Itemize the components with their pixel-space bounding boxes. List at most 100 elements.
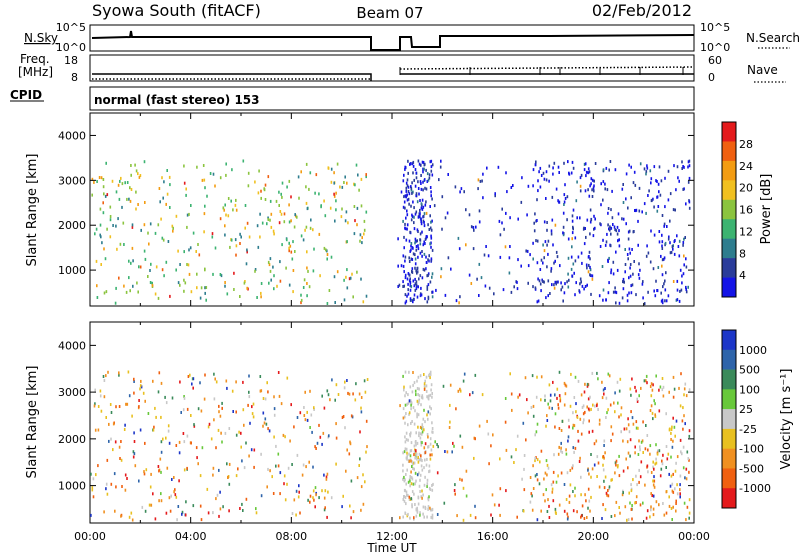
scatter-point [645,172,647,176]
scatter-point [556,387,559,391]
scatter-point [160,492,162,496]
scatter-point [306,418,309,422]
scatter-point [589,274,592,277]
scatter-point [212,272,214,276]
scatter-point [446,450,449,454]
scatter-point [406,223,409,227]
scatter-point [628,291,630,295]
scatter-point [125,402,127,406]
scatter-point [627,257,629,261]
scatter-point [681,452,683,456]
scatter-point [674,487,676,491]
scatter-point [108,422,110,426]
scatter-point [150,262,152,266]
scatter-point [536,261,539,265]
scatter-point [517,258,519,262]
scatter-point [131,223,134,227]
noise-left-label: N.Sky [24,31,58,45]
scatter-point [634,385,636,389]
scatter-point [611,189,613,193]
scatter-point [123,243,125,246]
scatter-point [404,415,406,419]
scatter-point [430,236,433,240]
scatter-point [649,409,652,412]
scatter-point [260,295,262,299]
scatter-point [211,235,214,239]
scatter-point [611,432,614,436]
colorbar-box [722,468,736,489]
scatter-point [273,395,275,399]
scatter-point [244,280,246,283]
scatter-point [181,510,184,514]
scatter-point [462,379,465,383]
cpid-text: normal (fast stereo) 153 [94,93,260,107]
scatter-point [424,186,426,190]
scatter-point [97,428,100,432]
scatter-point [589,184,591,188]
scatter-point [413,227,416,231]
scatter-point [407,272,410,275]
scatter-point [572,464,574,468]
scatter-point [149,485,152,489]
scatter-point [283,474,286,478]
scatter-point [138,265,140,269]
scatter-point [634,445,636,449]
scatter-point [167,424,170,428]
scatter-point [560,449,562,453]
scatter-point [676,279,679,283]
scatter-point [419,242,422,246]
scatter-point [490,444,492,448]
scatter-point [260,189,262,193]
scatter-point [550,267,553,271]
scatter-point [639,503,642,507]
scatter-point [429,370,432,374]
scatter-point [615,459,618,463]
scatter-point [536,458,539,462]
scatter-point [499,513,501,517]
scatter-point [337,393,340,396]
scatter-point [591,178,594,182]
scatter-point [539,268,542,271]
scatter-point [402,463,404,467]
scatter-point [568,500,571,504]
scatter-point [683,254,685,258]
scatter-point [441,227,443,231]
scatter-point [416,239,418,243]
scatter-point [432,444,435,448]
scatter-point [684,422,686,426]
scatter-point [110,482,113,486]
scatter-point [631,248,633,251]
scatter-point [474,516,477,520]
scatter-point [171,396,174,400]
scatter-point [427,273,429,277]
scatter-point [576,180,578,184]
scatter-point [221,401,223,405]
scatter-point [670,250,673,254]
scatter-point [415,248,418,252]
scatter-point [424,237,427,241]
scatter-point [447,256,450,260]
scatter-point [421,441,423,445]
scatter-point [334,398,336,402]
scatter-point [262,397,265,400]
scatter-point [529,253,531,257]
scatter-point [454,483,456,487]
scatter-point [417,215,420,219]
scatter-point [563,403,566,407]
scatter-point [646,166,649,170]
scatter-point [102,201,104,205]
scatter-point [687,457,690,461]
scatter-point [218,514,220,518]
scatter-point [533,221,535,225]
scatter-point [418,192,420,196]
scatter-point [408,370,410,374]
scatter-point [360,396,363,399]
scatter-point [650,382,653,386]
scatter-point [105,482,108,486]
scatter-point [685,290,688,294]
scatter-point [103,192,105,196]
scatter-point [480,276,483,280]
scatter-point [403,246,405,250]
scatter-point [421,430,424,434]
scatter-point [616,465,619,469]
